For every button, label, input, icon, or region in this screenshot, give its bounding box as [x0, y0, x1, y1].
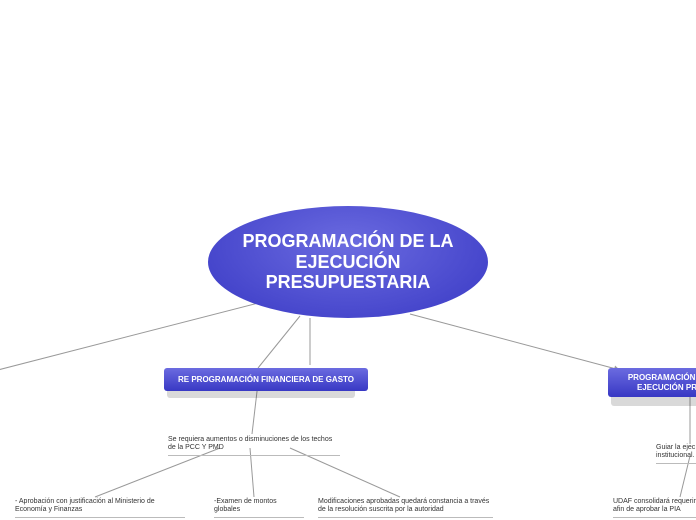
central-label: PROGRAMACIÓN DE LA EJECUCIÓN PRESUPUESTA…: [232, 231, 464, 293]
box-node-indicativa: PROGRAMACIÓN INDICATIVA DE LAEJECUCIÓN P…: [608, 368, 696, 397]
box-node-reprogramacion: RE PROGRAMACIÓN FINANCIERA DE GASTO: [164, 368, 368, 391]
text-node-guiar: Guiar la ejecinstitucional.: [656, 444, 696, 464]
text-node-examen: -Examen de montos globales: [214, 498, 304, 518]
text-node-udaf: UDAF consolidará requerimienafin de apro…: [613, 498, 696, 518]
text-node-aprobacion: - Aprobación con justificación al Minist…: [15, 498, 185, 518]
text-node-modificaciones: Modificaciones aprobadas quedará constan…: [318, 498, 493, 518]
central-node: PROGRAMACIÓN DE LA EJECUCIÓN PRESUPUESTA…: [208, 206, 488, 318]
text-node-techos: Se requiera aumentos o disminuciones de …: [168, 436, 340, 456]
